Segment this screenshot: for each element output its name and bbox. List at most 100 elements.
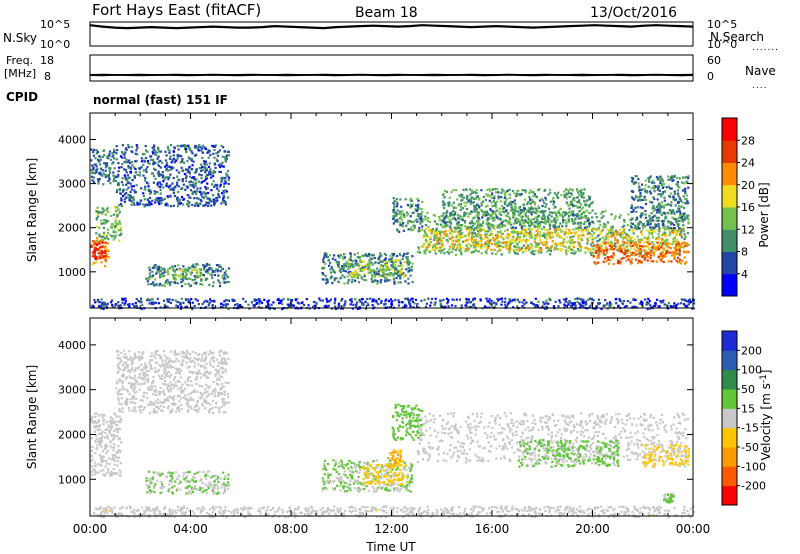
- noise-right-label: N.Search: [710, 30, 764, 44]
- velocity-colorbar-tick-label-1: -100: [741, 460, 766, 473]
- velocity-xtick-label-2: 08:00: [274, 522, 309, 536]
- velocity-colorbar-tick-label-7: 200: [741, 344, 762, 357]
- power-scatter-region-8: [346, 258, 407, 279]
- station-title: Fort Hays East (fitACF): [92, 1, 261, 19]
- velocity-colorbar-tick-label-3: -15: [741, 422, 759, 435]
- velocity-colorbar-swatch-6: [722, 369, 737, 390]
- power-ytick-label-0: 1000: [58, 266, 86, 279]
- velocity-colorbar-swatch-1: [722, 466, 737, 487]
- power-plot: [90, 144, 696, 311]
- power-colorbar-tick-label-6: 28: [741, 134, 755, 147]
- velocity-y-axis: 1000 2000 3000 4000: [58, 339, 693, 486]
- velocity-colorbar-swatch-5: [722, 389, 737, 409]
- velocity-colorbar-swatch-7: [722, 350, 737, 371]
- freq-tick-bottom: 8: [44, 70, 51, 83]
- velocity-colorbar-label: Velocity [m s-1]: [759, 370, 773, 461]
- power-scatter-region-13: [592, 241, 690, 266]
- power-scatter-region-4: [115, 144, 231, 208]
- velocity-scatter-region-4: [361, 463, 409, 486]
- freq-plot: [89, 73, 694, 77]
- velocity-colorbar-swatch-4: [722, 408, 737, 429]
- power-colorbar-tick-label-4: 20: [741, 179, 755, 192]
- velocity-colorbar-frame: [721, 330, 738, 506]
- freq-panel-frame: [89, 54, 694, 82]
- freq-label-name: Freq.: [6, 54, 33, 67]
- velocity-xtick-label-6: 00:00: [676, 522, 711, 536]
- velocity-scatter-region-2: [145, 470, 231, 495]
- power-scatter-region-1: [90, 241, 108, 261]
- velocity-x-axis: 00:00 04:00 08:00 12:00 16:00 20:00 00:00: [73, 318, 711, 536]
- velocity-scatter-region-8: [517, 439, 620, 468]
- power-y-label: Slant Range [km]: [25, 158, 39, 262]
- velocity-colorbar-swatch-2: [722, 447, 737, 467]
- velocity-xtick-label-4: 16:00: [475, 522, 510, 536]
- velocity-scatter-region-5: [387, 449, 404, 468]
- velocity-scatter-region-10: [662, 492, 675, 504]
- velocity-colorbar-swatch-3: [722, 427, 737, 448]
- power-colorbar-label: Power [dB]: [757, 182, 771, 247]
- velocity-xtick-label-0: 00:00: [73, 522, 108, 536]
- x-axis-label: Time UT: [365, 540, 416, 554]
- power-colorbar-tick-label-1: 8: [741, 246, 748, 259]
- power-ytick-label-3: 4000: [58, 133, 86, 146]
- noise-left-tick-bottom: 10^0: [40, 38, 70, 51]
- velocity-colorbar-tick-label-0: -200: [741, 480, 766, 493]
- velocity-colorbar-tick-label-5: 50: [741, 383, 755, 396]
- freq-tick-top: 18: [40, 54, 54, 67]
- cpid-label: CPID: [6, 90, 38, 104]
- velocity-plot: [90, 349, 695, 519]
- velocity-ytick-label-3: 4000: [58, 339, 86, 352]
- velocity-y-label: Slant Range [km]: [25, 365, 39, 469]
- noise-left-label: N.Sky: [3, 31, 37, 45]
- power-colorbar-swatch-2: [722, 229, 737, 252]
- noise-series-0: [89, 24, 694, 29]
- power-scatter-region-2: [95, 206, 123, 242]
- power-y-axis: 1000 2000 3000 4000: [58, 133, 693, 279]
- noise-panel-frame: [89, 21, 694, 47]
- velocity-colorbar-tick-label-4: 15: [741, 402, 755, 415]
- power-scatter-region-14: [630, 174, 690, 230]
- nave-tick-bottom: 0: [707, 70, 714, 83]
- velocity-xtick-label-5: 20:00: [575, 522, 610, 536]
- velocity-ytick-label-2: 3000: [58, 384, 86, 397]
- freq-label-unit: [MHz]: [4, 67, 36, 80]
- power-colorbar-tick-label-0: 4: [741, 268, 748, 281]
- velocity-scatter-region-9: [642, 443, 690, 468]
- velocity-colorbar-tick-label-6: 100: [741, 364, 762, 377]
- power-scatter-region-6: [166, 267, 202, 281]
- noise-right-tick-top: 10^5: [707, 18, 737, 31]
- nave-label: Nave: [745, 64, 776, 78]
- velocity-colorbar-swatch-8: [722, 331, 737, 351]
- velocity-colorbar: -200 -100 -50 -15 15 50 100 200: [721, 330, 766, 506]
- frequency-series-1: [89, 74, 694, 77]
- power-ytick-label-1: 2000: [58, 222, 86, 235]
- noise-plot: [89, 24, 694, 30]
- power-colorbar-tick-label-2: 12: [741, 223, 755, 236]
- velocity-xtick-label-1: 04:00: [173, 522, 208, 536]
- velocity-scatter-region-1: [115, 349, 230, 415]
- power-colorbar-swatch-0: [722, 273, 737, 297]
- power-ytick-label-2: 3000: [58, 178, 86, 191]
- power-x-axis: [89, 113, 694, 308]
- power-colorbar-swatch-6: [722, 140, 737, 163]
- velocity-xtick-label-3: 12:00: [374, 522, 409, 536]
- velocity-colorbar-swatch-0: [722, 485, 737, 506]
- power-colorbar-swatch-4: [722, 184, 737, 208]
- beam-label: Beam 18: [355, 5, 418, 21]
- power-scatter-region-3: [90, 148, 118, 186]
- velocity-ytick-label-0: 1000: [58, 473, 86, 486]
- velocity-colorbar-tick-label-2: -50: [741, 441, 759, 454]
- velocity-ytick-label-1: 2000: [58, 428, 86, 441]
- power-colorbar-tick-label-5: 24: [741, 157, 755, 170]
- nave-tick-top: 60: [707, 54, 721, 67]
- power-scatter-region-9: [391, 197, 424, 233]
- velocity-scatter-region-6: [391, 403, 424, 442]
- noise-right-tick-bottom: 10^0: [707, 38, 737, 51]
- noise-right-dots: .......: [752, 43, 779, 53]
- noise-series-1: [89, 25, 694, 30]
- power-colorbar-swatch-3: [722, 207, 737, 230]
- power-colorbar-swatch-7: [722, 118, 737, 141]
- velocity-scatter-region-0: [90, 412, 123, 477]
- power-colorbar-tick-label-3: 16: [741, 201, 755, 214]
